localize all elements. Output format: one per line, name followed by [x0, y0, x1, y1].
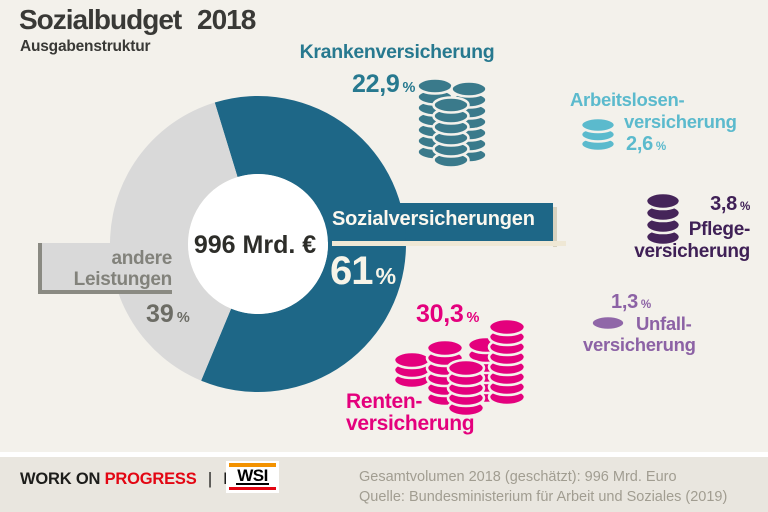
- block-pflegeversicherung: 3,8% Pflege- versicherung: [600, 192, 750, 262]
- other-benefits-label: andere Leistungen: [52, 248, 173, 290]
- coin: [487, 317, 527, 337]
- percent-sign: %: [176, 310, 190, 326]
- coins-icon-krankenversicherung: [416, 77, 488, 169]
- brand-work-on: WORK ON: [20, 470, 101, 488]
- social-insurance-percent: 61: [330, 249, 373, 293]
- coins-icon-pflegeversicherung: [644, 191, 682, 247]
- page-title: Sozialbudget 2018: [19, 4, 256, 35]
- percent-sign: %: [375, 263, 397, 289]
- label-arbeitslosenversicherung-line1: Arbeitslosen-: [570, 89, 685, 110]
- donut-slice-sozialversicherungen: [201, 96, 406, 393]
- coins-icon-unfallversicherung: [590, 314, 626, 332]
- percent-sign: %: [402, 80, 416, 96]
- label-pflegeversicherung-line2: versicherung: [634, 240, 750, 262]
- percent-krankenversicherung: 22,9: [352, 70, 400, 98]
- label-arbeitslosenversicherung-line2: versicherung: [624, 111, 737, 132]
- other-banner-left-border: [38, 243, 42, 294]
- label-unfallversicherung-line1: Unfall-: [636, 313, 692, 334]
- banner-underline: [332, 241, 566, 246]
- value-unfallversicherung: 1,3%: [611, 291, 651, 314]
- percent-sign: %: [739, 200, 750, 213]
- coin: [446, 358, 486, 378]
- donut-center-circle: [188, 174, 328, 314]
- value-arbeitslosenversicherung: 2,6%: [626, 133, 666, 156]
- percent-sign: %: [640, 298, 651, 311]
- social-insurance-label: Sozialversicherungen: [332, 208, 535, 230]
- coin: [392, 350, 432, 370]
- value-krankenversicherung: 22,9%: [352, 70, 415, 99]
- banner-shadow: [553, 207, 557, 247]
- percent-pflegeversicherung: 3,8: [710, 193, 737, 215]
- footer-brand: WORK ON PROGRESS | Blog: [20, 470, 259, 489]
- percent-rentenversicherung: 30,3: [416, 300, 464, 328]
- footer-divider: [0, 452, 768, 457]
- label-rentenversicherung-line2: versicherung: [346, 412, 475, 435]
- value-rentenversicherung: 30,3%: [416, 300, 479, 329]
- donut-center-total: 996 Mrd. €: [193, 231, 317, 259]
- percent-sign: %: [466, 310, 480, 326]
- page-subtitle: Ausgabenstruktur: [20, 38, 151, 55]
- wsi-logo-red-bar: [229, 486, 276, 490]
- value-pflegeversicherung: 3,8%: [600, 192, 750, 219]
- coin: [425, 338, 465, 358]
- coins-icon-arbeitslosenversicherung: [579, 116, 617, 153]
- label-pflegeversicherung-line1: Pflege-: [688, 219, 751, 240]
- label-rentenversicherung-line1: Renten-: [346, 390, 423, 413]
- percent-unfallversicherung: 1,3: [611, 291, 638, 313]
- other-benefits-percent: 39: [146, 300, 174, 328]
- coin: [590, 314, 626, 332]
- footer-note-source: Quelle: Bundesministerium für Arbeit und…: [359, 489, 728, 505]
- brand-separator: |: [207, 470, 212, 488]
- donut-chart: [109, 96, 406, 393]
- coin: [450, 80, 488, 98]
- percent-arbeitslosenversicherung: 2,6: [626, 133, 653, 155]
- coin: [579, 116, 617, 134]
- wsi-logo-orange-bar: [229, 463, 276, 467]
- other-banner-underline: [38, 290, 172, 294]
- footer-notes: Gesamtvolumen 2018 (geschätzt): 996 Mrd.…: [359, 467, 727, 507]
- donut-slice-andere-leistungen: [109, 102, 238, 381]
- coin: [644, 191, 682, 211]
- coins-icon-rentenversicherung: [392, 317, 527, 418]
- other-benefits-label-line1: andere: [111, 248, 172, 269]
- footer-note-total: Gesamtvolumen 2018 (geschätzt): 996 Mrd.…: [359, 469, 677, 485]
- coin: [432, 96, 470, 114]
- other-benefits-value: 39%: [146, 300, 190, 329]
- social-insurance-value: 61%: [330, 249, 397, 294]
- other-benefits-label-line2: Leistungen: [73, 269, 173, 290]
- wsi-logo[interactable]: WSI: [226, 461, 279, 493]
- wsi-logo-text: WSI: [236, 466, 269, 486]
- label-unfallversicherung-line2: versicherung: [583, 334, 696, 355]
- percent-sign: %: [655, 140, 666, 153]
- coin: [416, 77, 454, 95]
- brand-progress: PROGRESS: [104, 470, 197, 488]
- label-krankenversicherung: Krankenversicherung: [299, 41, 495, 63]
- footer-bar: [0, 457, 768, 512]
